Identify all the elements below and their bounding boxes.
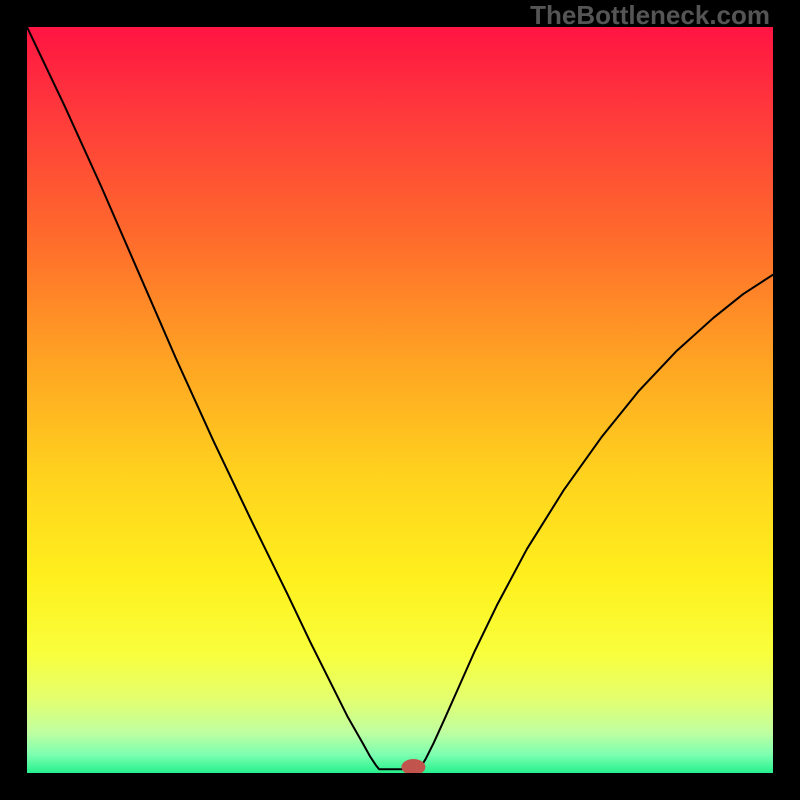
chart-background <box>27 27 773 773</box>
chart-stage: TheBottleneck.com <box>0 0 800 800</box>
bottleneck-curve-chart <box>27 27 773 773</box>
watermark-text: TheBottleneck.com <box>530 0 770 31</box>
